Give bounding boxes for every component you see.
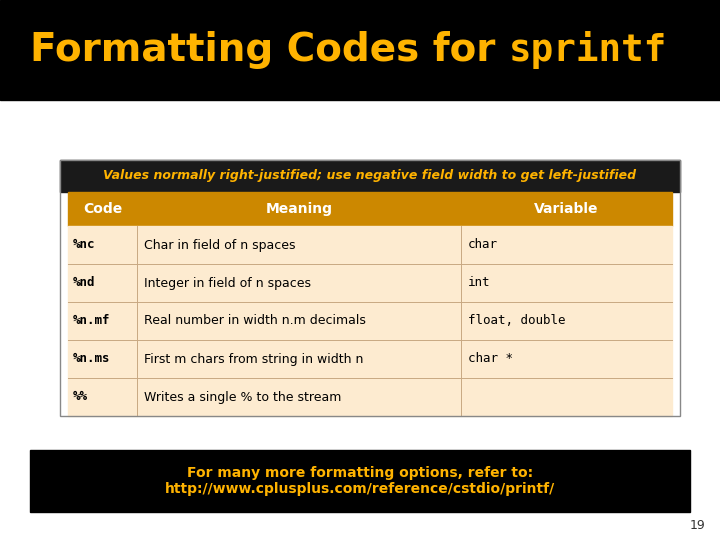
Bar [60, 160, 680, 416]
Bar [0, 0, 720, 100]
Bar [30, 450, 690, 512]
Text: Writes a single % to the stream: Writes a single % to the stream [145, 390, 342, 403]
Bar [68, 226, 672, 264]
Text: char *: char * [467, 353, 513, 366]
Bar [0, 100, 720, 540]
Text: 19: 19 [689, 519, 705, 532]
Text: %n.ms: %n.ms [73, 353, 110, 366]
Text: %%: %% [73, 390, 88, 403]
Text: First m chars from string in width n: First m chars from string in width n [145, 353, 364, 366]
Text: For many more formatting options, refer to:
http://www.cplusplus.com/reference/c: For many more formatting options, refer … [165, 466, 555, 496]
Bar [461, 192, 672, 226]
Bar [68, 302, 672, 340]
Text: Values normally right-justified; use negative field width to get left-justified: Values normally right-justified; use neg… [104, 170, 636, 183]
Text: %nc: %nc [73, 239, 96, 252]
Text: float, double: float, double [467, 314, 565, 327]
Bar [60, 160, 680, 192]
Text: char: char [467, 239, 498, 252]
Text: Integer in field of n spaces: Integer in field of n spaces [145, 276, 312, 289]
Text: %nd: %nd [73, 276, 96, 289]
Text: Char in field of n spaces: Char in field of n spaces [145, 239, 296, 252]
Bar [138, 192, 461, 226]
Bar [68, 340, 672, 378]
Text: Real number in width n.m decimals: Real number in width n.m decimals [145, 314, 366, 327]
Text: Variable: Variable [534, 202, 598, 216]
Text: Meaning: Meaning [266, 202, 333, 216]
Text: Code: Code [83, 202, 122, 216]
Bar [68, 192, 138, 226]
Bar [68, 264, 672, 302]
Text: Formatting Codes for: Formatting Codes for [30, 31, 509, 69]
Text: int: int [467, 276, 490, 289]
Text: sprintf: sprintf [509, 31, 667, 69]
Bar [68, 378, 672, 416]
Text: %n.mf: %n.mf [73, 314, 110, 327]
